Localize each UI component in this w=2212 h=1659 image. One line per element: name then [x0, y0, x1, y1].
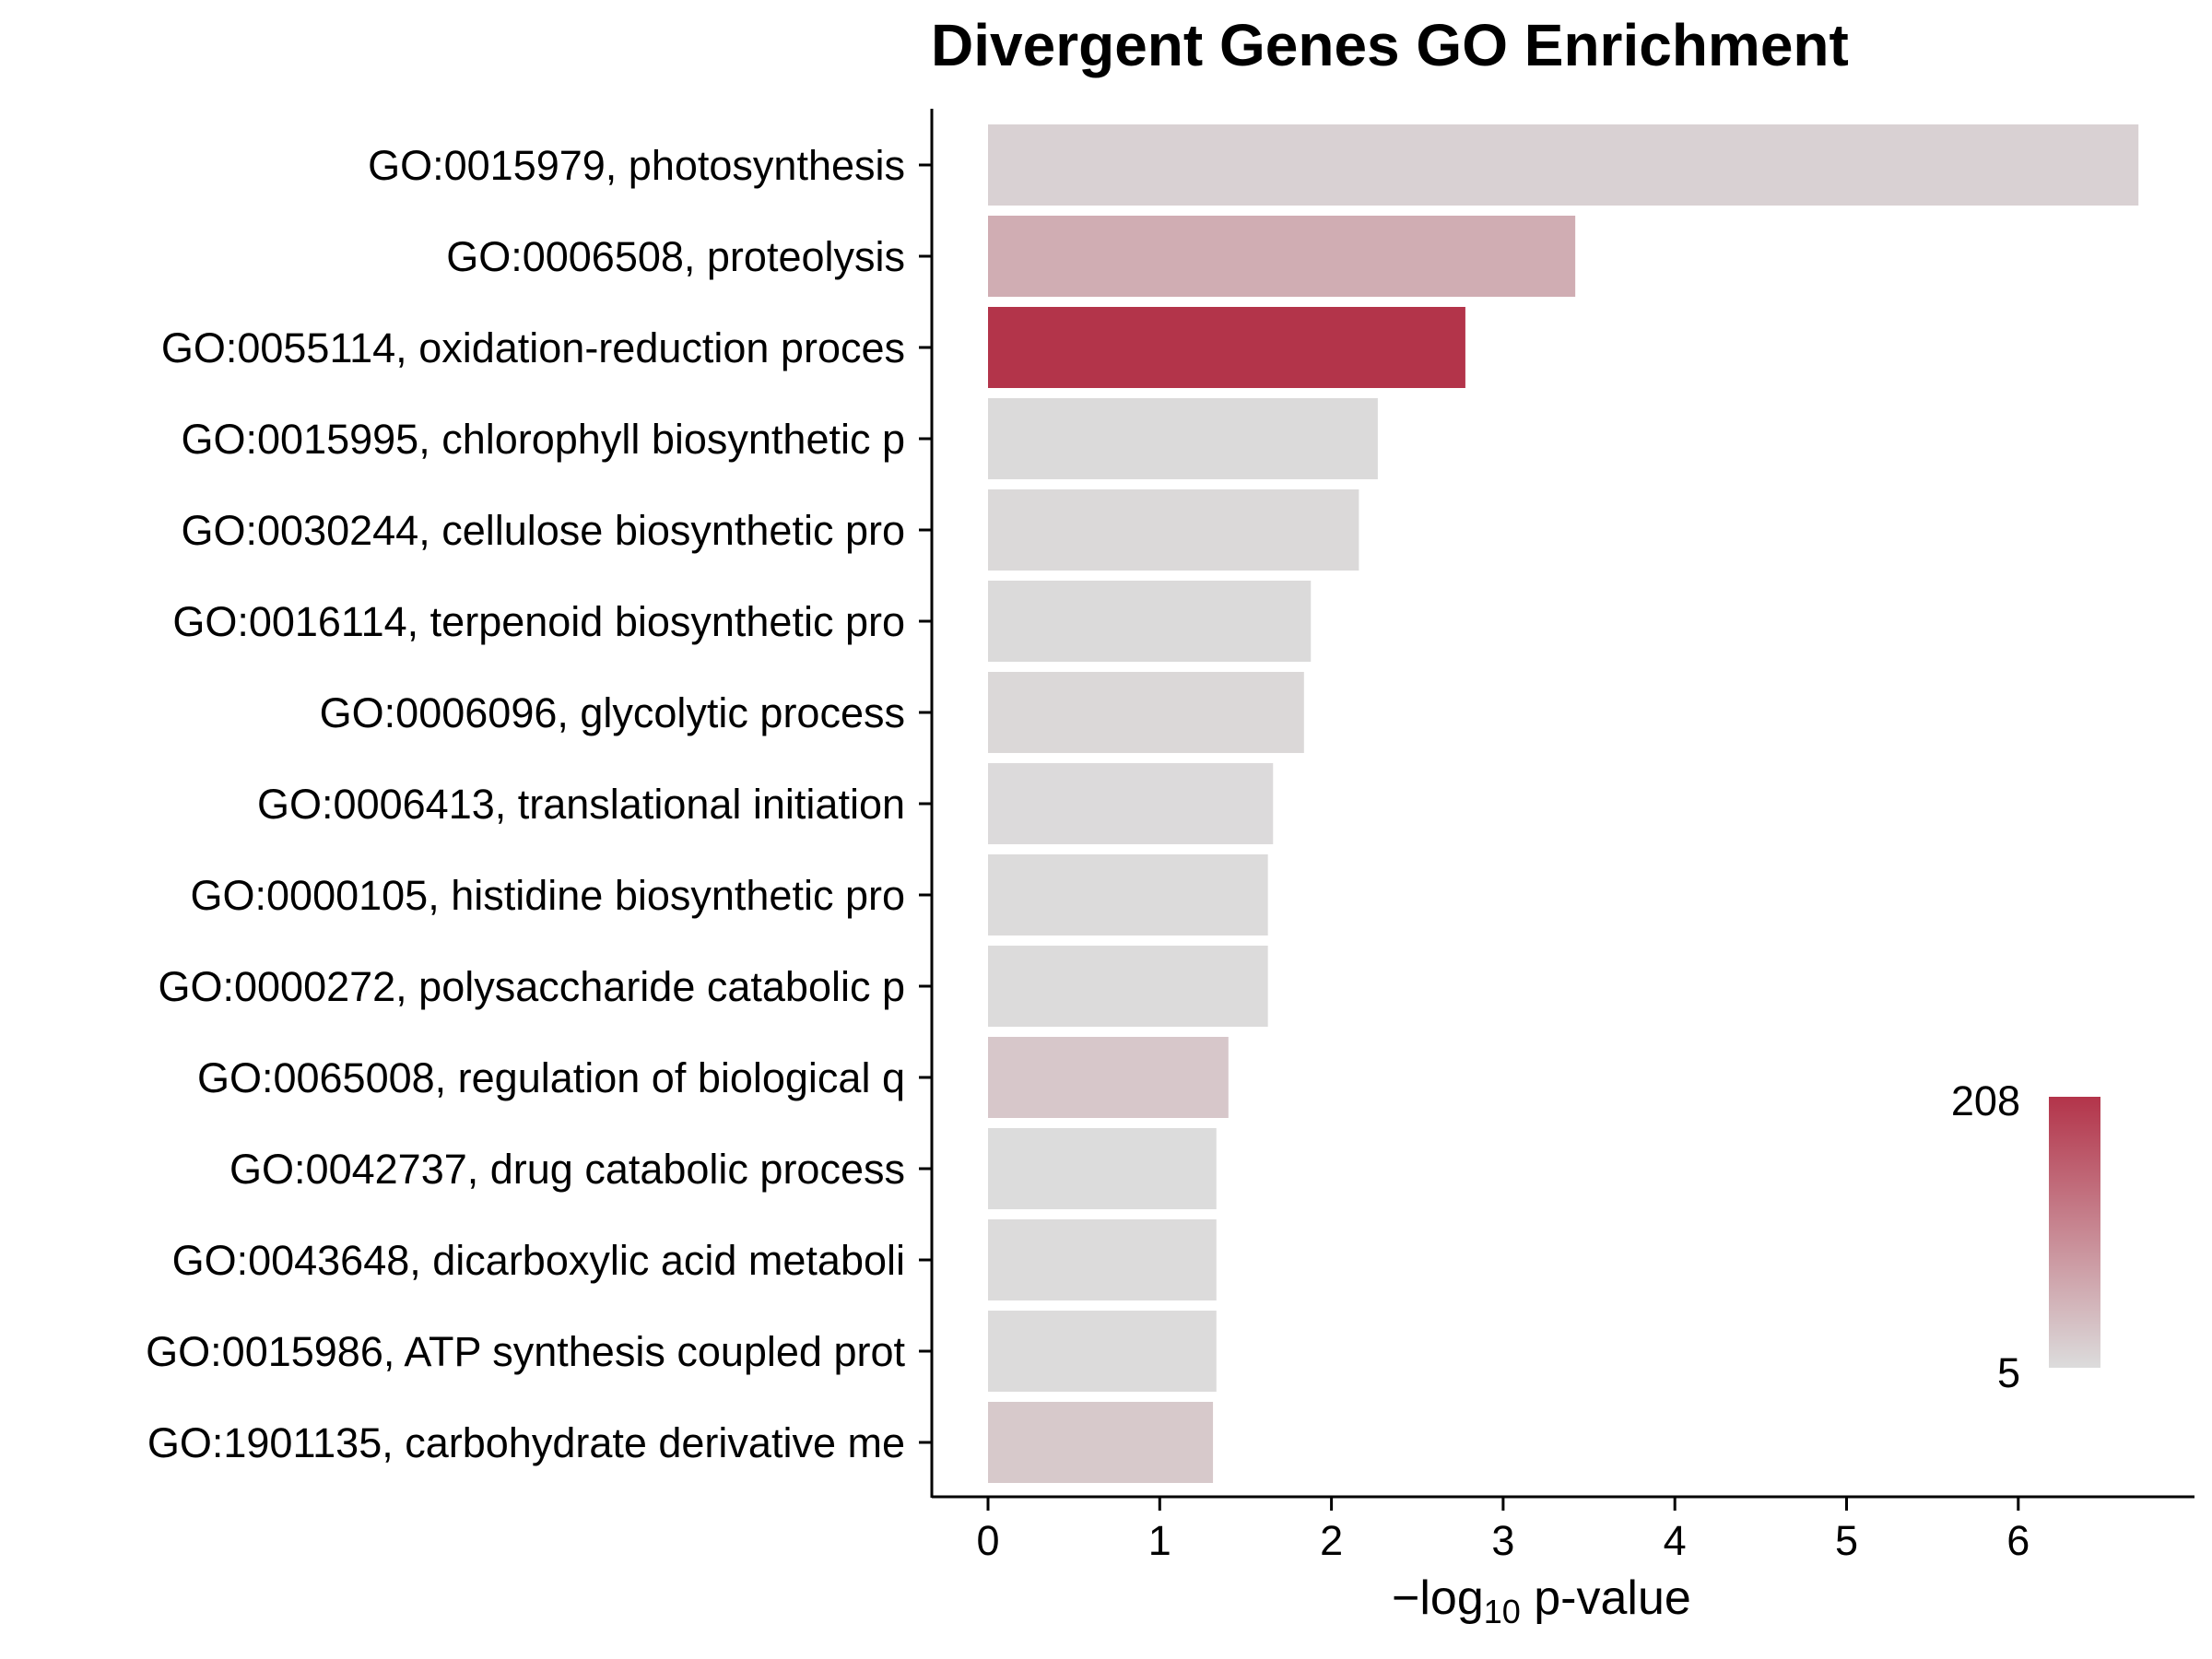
bar: [988, 854, 1268, 935]
x-axis-label-suffix: p-value: [1520, 1571, 1691, 1625]
bar: [988, 1402, 1214, 1483]
bar: [988, 1128, 1217, 1209]
bar: [988, 672, 1304, 753]
x-tick-label: 3: [1491, 1517, 1514, 1564]
category-label: GO:0016114, terpenoid biosynthetic pro: [172, 598, 905, 645]
category-label: GO:0015995, chlorophyll biosynthetic p: [182, 416, 905, 463]
category-label: GO:0042737, drug catabolic process: [229, 1146, 905, 1193]
category-label: GO:1901135, carbohydrate derivative me: [147, 1419, 905, 1466]
x-ticks: 0 1 2 3 4 5 6: [976, 1498, 2030, 1564]
colorbar: [2049, 1097, 2100, 1368]
bars-layer: [988, 124, 2139, 1483]
colorbar-min-label: 5: [1997, 1349, 2020, 1396]
category-label: GO:0006096, glycolytic process: [320, 689, 905, 736]
bar: [988, 1037, 1229, 1118]
category-label: GO:0000105, histidine biosynthetic pro: [191, 872, 905, 919]
x-tick-label: 6: [2006, 1517, 2030, 1564]
category-label: GO:0006413, translational initiation: [257, 781, 905, 828]
colorbar-max-label: 208: [1951, 1077, 2020, 1124]
x-tick-label: 2: [1320, 1517, 1343, 1564]
category-label: GO:0006508, proteolysis: [446, 233, 905, 280]
x-tick-label: 5: [1835, 1517, 1858, 1564]
axes: [930, 109, 2194, 1499]
bar: [988, 216, 1576, 297]
category-label: GO:0065008, regulation of biological q: [197, 1054, 905, 1101]
bar: [988, 1219, 1217, 1300]
category-label: GO:0055114, oxidation-reduction proces: [161, 324, 905, 371]
bar: [988, 581, 1312, 662]
category-labels: GO:0015979, photosynthesis GO:0006508, pr…: [146, 142, 932, 1466]
x-tick-label: 4: [1664, 1517, 1687, 1564]
bar: [988, 124, 2139, 206]
x-axis-label: −log10 p-value: [1392, 1571, 1691, 1631]
colorbar-legend: 208 5: [1951, 1077, 2100, 1396]
category-label: GO:0000272, polysaccharide catabolic p: [158, 963, 905, 1010]
x-axis-label-subscript: 10: [1483, 1593, 1521, 1630]
bar: [988, 489, 1359, 571]
category-label: GO:0015986, ATP synthesis coupled prot: [146, 1328, 905, 1375]
bar: [988, 1311, 1217, 1392]
category-label: GO:0015979, photosynthesis: [368, 142, 905, 189]
chart-title: Divergent Genes GO Enrichment: [931, 12, 1849, 78]
bar: [988, 763, 1274, 844]
category-label: GO:0043648, dicarboxylic acid metaboli: [172, 1237, 905, 1284]
x-tick-label: 0: [976, 1517, 999, 1564]
bar: [988, 307, 1465, 388]
x-axis-label-prefix: −log: [1392, 1571, 1484, 1625]
bar: [988, 946, 1268, 1027]
x-tick-label: 1: [1148, 1517, 1171, 1564]
category-label: GO:0030244, cellulose biosynthetic pro: [182, 507, 905, 554]
bar: [988, 398, 1378, 479]
